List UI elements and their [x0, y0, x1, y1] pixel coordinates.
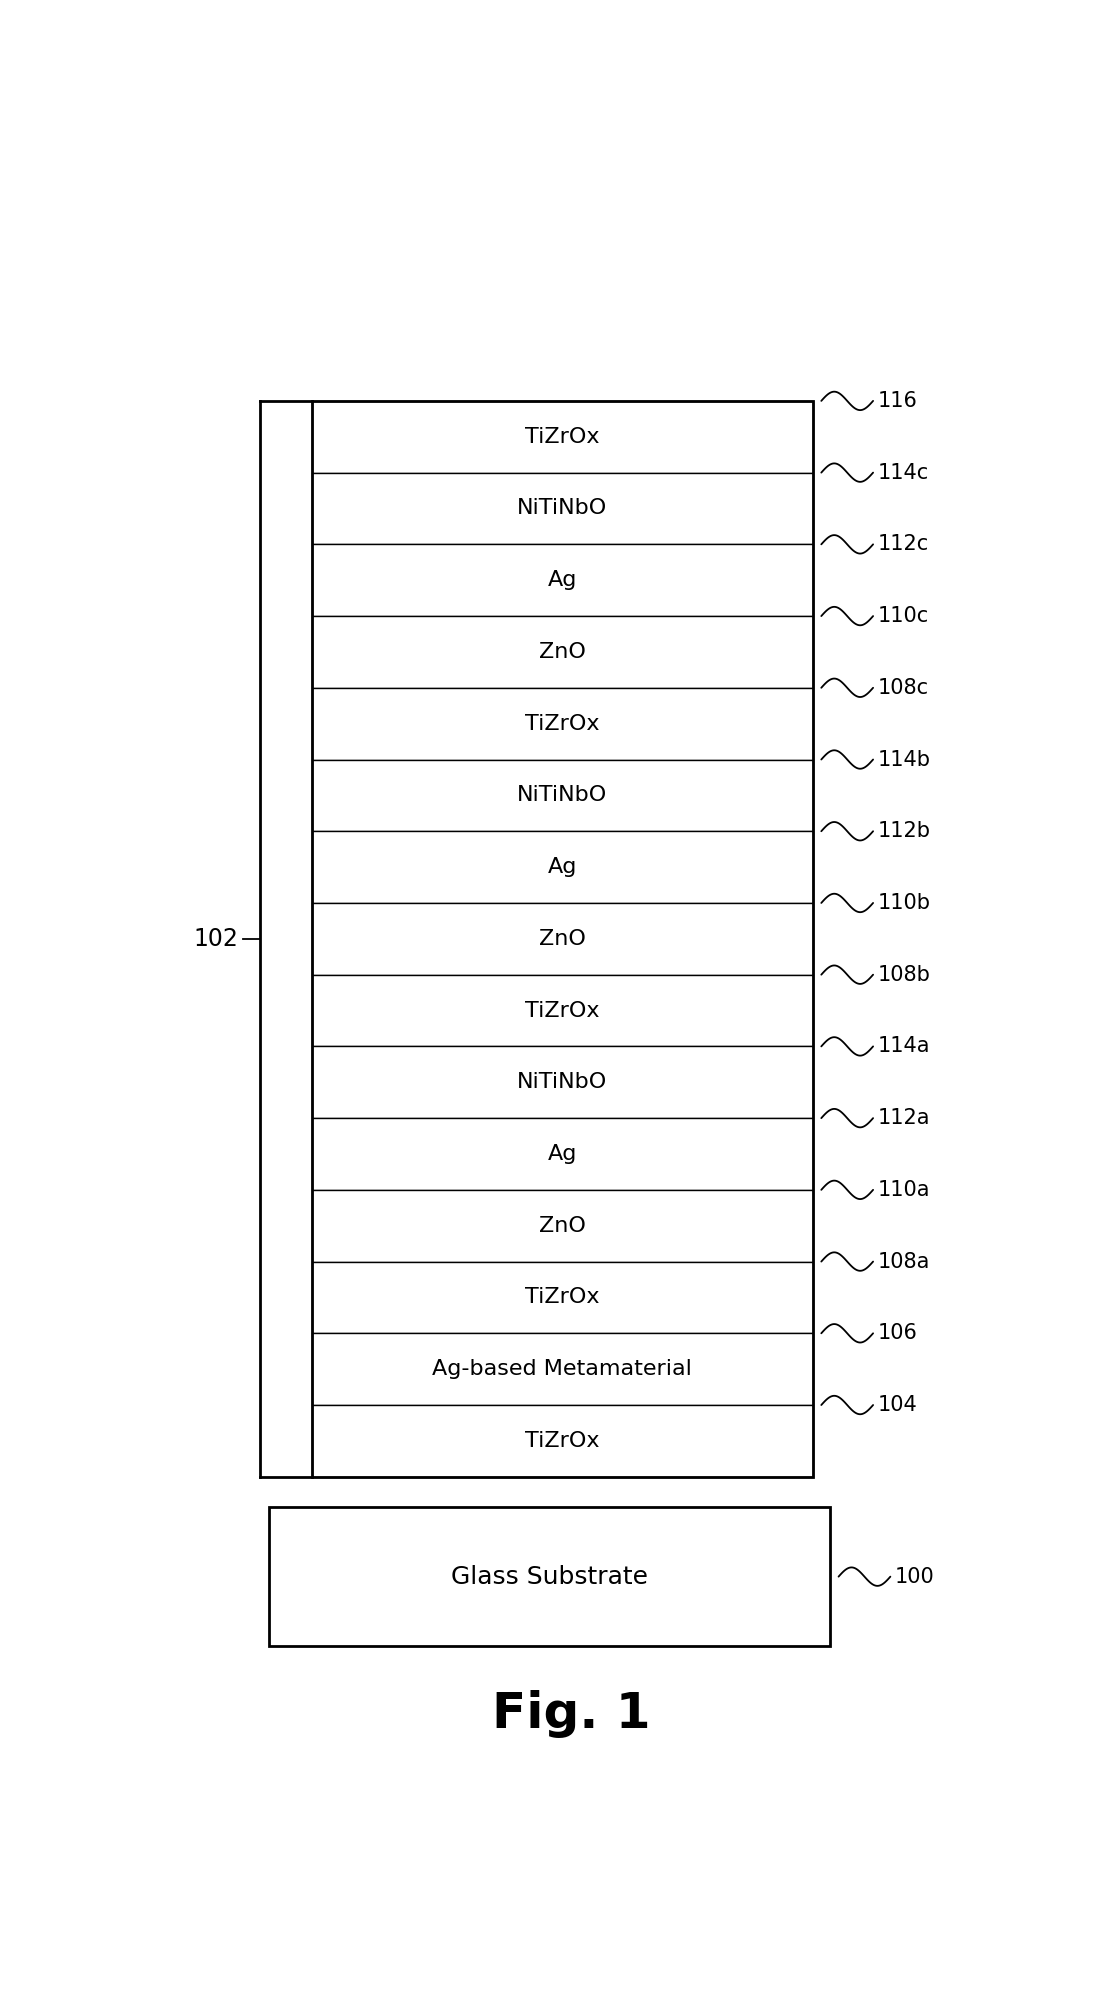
- Text: 100: 100: [895, 1567, 935, 1587]
- Text: TiZrOx: TiZrOx: [525, 1000, 599, 1020]
- Text: 114a: 114a: [878, 1036, 930, 1056]
- Text: TiZrOx: TiZrOx: [525, 1431, 599, 1451]
- Text: 108a: 108a: [878, 1251, 930, 1271]
- Text: NiTiNbO: NiTiNbO: [517, 1072, 607, 1092]
- Bar: [312, 830, 813, 902]
- Text: TiZrOx: TiZrOx: [525, 715, 599, 735]
- Bar: [312, 902, 813, 974]
- Text: 102: 102: [194, 926, 238, 950]
- Bar: [312, 401, 813, 1477]
- Bar: [312, 689, 813, 760]
- Text: TiZrOx: TiZrOx: [525, 427, 599, 447]
- Text: 110c: 110c: [878, 607, 929, 627]
- Text: 106: 106: [878, 1323, 917, 1343]
- Text: NiTiNbO: NiTiNbO: [517, 784, 607, 804]
- Text: Ag: Ag: [548, 1144, 577, 1164]
- Text: TiZrOx: TiZrOx: [525, 1287, 599, 1307]
- Text: Ag: Ag: [548, 571, 577, 591]
- Text: 110a: 110a: [878, 1180, 930, 1200]
- Text: 110b: 110b: [878, 892, 930, 912]
- Text: NiTiNbO: NiTiNbO: [517, 499, 607, 519]
- Text: 114c: 114c: [878, 463, 929, 483]
- Bar: [312, 1046, 813, 1118]
- Bar: [312, 401, 813, 473]
- Text: 104: 104: [878, 1395, 917, 1415]
- Bar: [312, 545, 813, 617]
- Bar: [312, 1333, 813, 1405]
- Text: 112a: 112a: [878, 1108, 930, 1128]
- Bar: [268, 1507, 830, 1647]
- Text: ZnO: ZnO: [539, 1216, 586, 1236]
- Text: 114b: 114b: [878, 750, 930, 770]
- Text: 116: 116: [878, 391, 917, 411]
- Text: Ag-based Metamaterial: Ag-based Metamaterial: [432, 1359, 692, 1379]
- Text: 108c: 108c: [878, 679, 929, 699]
- Text: ZnO: ZnO: [539, 928, 586, 948]
- Bar: [312, 760, 813, 830]
- Bar: [312, 1118, 813, 1190]
- Bar: [312, 1190, 813, 1261]
- Text: 112b: 112b: [878, 820, 930, 840]
- Text: ZnO: ZnO: [539, 643, 586, 663]
- Bar: [312, 1405, 813, 1477]
- Text: 108b: 108b: [878, 964, 930, 984]
- Bar: [312, 617, 813, 689]
- Bar: [312, 473, 813, 545]
- Bar: [312, 974, 813, 1046]
- Text: 112c: 112c: [878, 535, 929, 555]
- Text: Fig. 1: Fig. 1: [491, 1691, 651, 1739]
- Bar: [312, 1261, 813, 1333]
- Text: Glass Substrate: Glass Substrate: [451, 1565, 648, 1589]
- Text: Ag: Ag: [548, 856, 577, 876]
